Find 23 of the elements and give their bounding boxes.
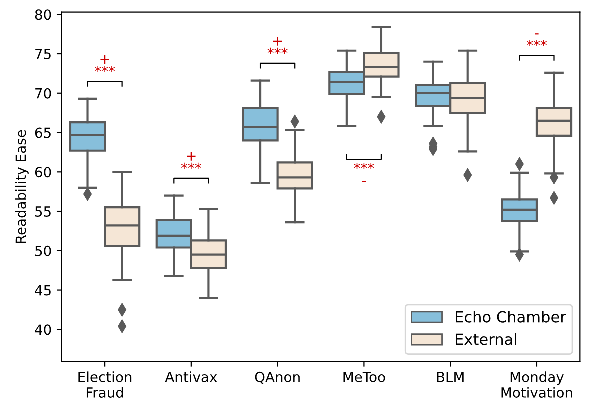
y-tick-label: 65 — [35, 128, 51, 138]
y-tick-label: 50 — [36, 246, 52, 256]
y-tick-label: 75 — [36, 49, 51, 60]
y-tick-label: 55 — [36, 206, 51, 218]
y-tick-label: 60 — [35, 167, 52, 178]
y-tick-label: 70 — [36, 88, 52, 99]
y-tick-label: 45 — [35, 285, 51, 296]
y-tick-label: 40 — [35, 324, 52, 336]
x-tick-label: MeToo — [344, 372, 386, 382]
y-axis-title: Readability Ease — [15, 130, 29, 244]
x-tick-label: Election Fraud — [78, 372, 132, 398]
annotation: + *** — [95, 55, 116, 72]
annotation: + *** — [268, 37, 288, 54]
annotation: *** - — [354, 162, 374, 182]
y-tick-label: 80 — [35, 10, 52, 20]
x-tick-label: BLM — [437, 372, 464, 382]
legend-label: Echo Chamber — [456, 311, 566, 323]
annotation: - *** — [526, 34, 547, 46]
x-tick-label: Antivax — [165, 372, 218, 382]
x-tick-label: Monday Motivation — [502, 372, 572, 398]
x-tick-label: QAnon — [255, 372, 300, 384]
legend-label: External — [456, 333, 516, 346]
annotation: + *** — [181, 152, 202, 170]
